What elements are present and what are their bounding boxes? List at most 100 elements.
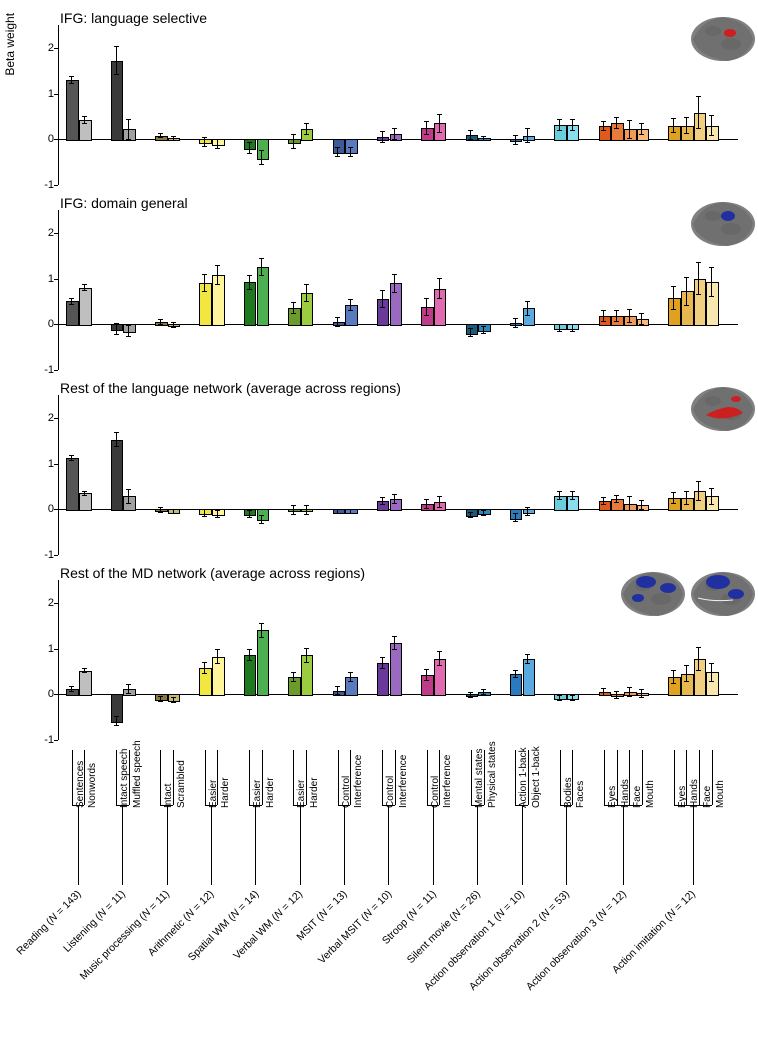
panel-0: IFG: language selectiveBeta weight -1012 xyxy=(10,10,758,190)
chart-area: -1012 xyxy=(58,395,738,555)
bar xyxy=(301,129,314,141)
bar xyxy=(390,499,403,511)
condition-label: Nonwords xyxy=(87,763,98,808)
condition-label: Harder xyxy=(220,777,231,808)
bar xyxy=(288,308,301,326)
bar xyxy=(79,671,92,697)
bar xyxy=(599,501,612,511)
bar xyxy=(567,125,580,142)
condition-label: Harder xyxy=(309,777,320,808)
bar xyxy=(668,126,681,142)
bar xyxy=(637,319,650,326)
panel-3: Rest of the MD network (average across r… xyxy=(10,565,758,745)
condition-label: Scrambled xyxy=(176,760,187,808)
condition-label: Interference xyxy=(353,755,364,808)
bar xyxy=(624,316,637,326)
bar xyxy=(111,694,124,723)
bar xyxy=(694,659,707,697)
panel-2: Rest of the language network (average ac… xyxy=(10,380,758,560)
bar xyxy=(390,134,403,141)
bar xyxy=(466,509,479,516)
bar xyxy=(377,299,390,326)
bar xyxy=(212,139,225,146)
bar xyxy=(599,126,612,142)
bar xyxy=(681,674,694,697)
bar xyxy=(706,282,719,326)
condition-label: Harder xyxy=(265,777,276,808)
bar xyxy=(257,630,270,696)
bar xyxy=(694,491,707,511)
bar xyxy=(554,324,567,330)
x-labels: SentencesNonwordsReading (N = 143)Intact… xyxy=(58,750,738,1010)
bar xyxy=(421,307,434,326)
condition-label: Interference xyxy=(442,755,453,808)
bar xyxy=(244,655,257,696)
bar xyxy=(510,509,523,519)
bar xyxy=(611,123,624,141)
bar xyxy=(390,283,403,326)
bar xyxy=(624,129,637,141)
condition-label: Object 1-back xyxy=(531,746,542,808)
bar xyxy=(66,458,79,511)
bar xyxy=(377,501,390,511)
condition-label: Interference xyxy=(398,755,409,808)
bar xyxy=(706,126,719,142)
chart-area: -1012 xyxy=(58,580,738,740)
bar xyxy=(390,643,403,696)
bar xyxy=(554,125,567,142)
condition-label: Mouth xyxy=(645,780,656,808)
bar xyxy=(199,139,212,143)
condition-label: Mouth xyxy=(715,780,726,808)
bar xyxy=(668,498,681,511)
bar xyxy=(123,496,136,511)
y-axis-label: Beta weight xyxy=(3,13,17,76)
bar xyxy=(434,289,447,327)
condition-label: Muffled speech xyxy=(132,740,143,808)
bar xyxy=(111,61,124,142)
bar xyxy=(694,113,707,142)
bar xyxy=(668,677,681,696)
bar xyxy=(523,136,536,142)
bar xyxy=(637,129,650,141)
task-label: Music processing (N = 11) xyxy=(78,888,172,982)
chart-area: -1012 xyxy=(58,25,738,185)
bar xyxy=(345,305,358,326)
bar xyxy=(567,324,580,330)
condition-label: Faces xyxy=(575,781,586,808)
bar xyxy=(111,324,124,331)
bar xyxy=(694,279,707,327)
bar xyxy=(466,324,479,334)
bar xyxy=(66,301,79,326)
bar xyxy=(668,298,681,327)
bar xyxy=(611,694,624,697)
panel-title: IFG: domain general xyxy=(60,195,188,211)
bar xyxy=(111,440,124,511)
bar xyxy=(288,677,301,696)
bar xyxy=(510,139,523,142)
bar xyxy=(377,137,390,141)
bar xyxy=(681,291,694,326)
bar xyxy=(288,139,301,143)
bar xyxy=(79,288,92,327)
bar xyxy=(301,509,314,512)
bar xyxy=(66,80,79,141)
bar xyxy=(345,677,358,696)
bar xyxy=(706,672,719,696)
task-label: Action observation 3 (N = 12) xyxy=(524,888,629,993)
bar xyxy=(523,509,536,513)
bar xyxy=(199,283,212,326)
bar xyxy=(611,499,624,511)
panel-title: Rest of the language network (average ac… xyxy=(60,380,401,396)
bar xyxy=(510,323,523,326)
bar xyxy=(257,267,270,326)
bar xyxy=(288,509,301,512)
bar xyxy=(523,308,536,326)
bar xyxy=(301,293,314,326)
panel-1: IFG: domain general -1012 xyxy=(10,195,758,375)
bar xyxy=(421,675,434,696)
bar xyxy=(199,509,212,515)
task-label: Silent movie (N = 26) xyxy=(405,888,483,966)
chart-area: -1012 xyxy=(58,210,738,370)
figure-container: IFG: language selectiveBeta weight -1012… xyxy=(10,10,758,1010)
bar xyxy=(523,659,536,697)
